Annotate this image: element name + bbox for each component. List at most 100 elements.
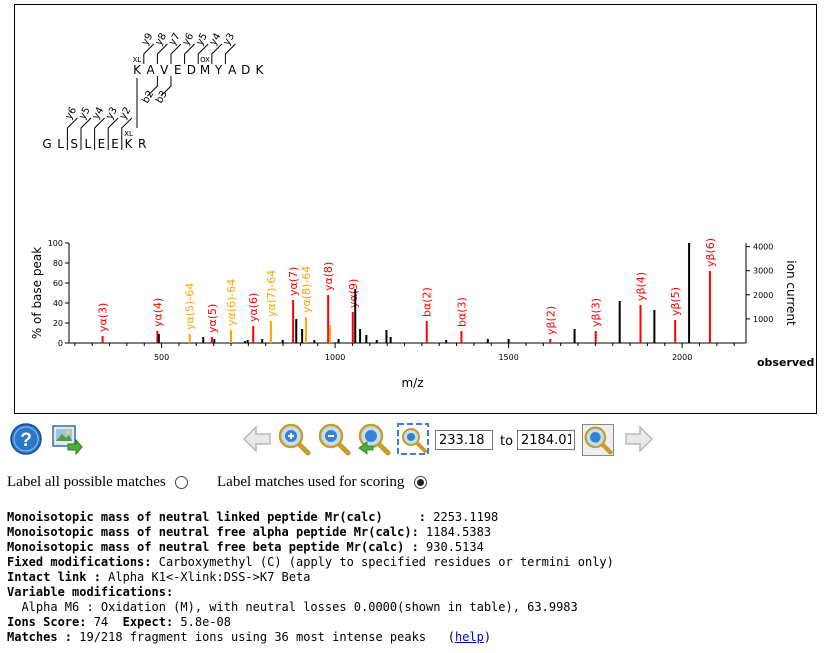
- help-button[interactable]: ?: [9, 422, 43, 456]
- export-image-button[interactable]: [50, 422, 84, 456]
- peak-label: yβ(2): [544, 306, 557, 335]
- beta-residue: E: [98, 137, 106, 151]
- matches-close: ): [483, 630, 492, 644]
- alpha-y-ion-tick: [184, 43, 195, 64]
- svg-text:?: ?: [20, 430, 32, 451]
- y-left-tick-label: 20: [53, 319, 63, 328]
- peak-label: yα(5): [206, 304, 219, 333]
- alpha-b-ion-label: b2: [140, 89, 156, 106]
- intact-link-label: Intact link :: [7, 570, 101, 584]
- zoom-in-button[interactable]: [277, 422, 311, 456]
- alpha-residue: E: [174, 63, 182, 77]
- variable-mods-value: Alpha M6 : Oxidation (M), with neutral l…: [7, 600, 578, 614]
- beta-mass-value: 930.5134: [418, 540, 484, 554]
- zoom-range-icon: [584, 426, 613, 455]
- zoom-previous-icon: [358, 423, 391, 456]
- observed-label: observed: [757, 356, 814, 369]
- zoom-in-icon: [278, 423, 311, 456]
- x-tick-label: 500: [154, 353, 169, 362]
- zoom-previous-button[interactable]: [357, 422, 391, 456]
- ions-score-label: Ions Score:: [7, 615, 87, 629]
- beta-residue: R: [138, 137, 146, 151]
- fixed-mods-value: Carboxymethyl (C) (apply to specified re…: [151, 555, 614, 569]
- y-left-tick-label: 60: [53, 279, 63, 288]
- help-icon: ?: [10, 423, 42, 455]
- alpha-y-ion-tick: [197, 43, 209, 64]
- zoom-range-button[interactable]: [582, 424, 614, 456]
- beta-y-ion-tick: [66, 117, 78, 150]
- linked-mass-label: Monoisotopic mass of neutral linked pept…: [7, 510, 427, 524]
- range-to-input[interactable]: [517, 430, 575, 450]
- peak-label: yα(3): [97, 303, 110, 332]
- beta-residue: E: [111, 137, 119, 151]
- fixed-mods-label: Fixed modifications:: [7, 555, 152, 569]
- label-all-matches-option[interactable]: Label all possible matches: [7, 474, 189, 491]
- alpha-b-ion-label: b3: [154, 89, 170, 106]
- help-link[interactable]: help: [454, 630, 484, 644]
- label-scoring-matches-option[interactable]: Label matches used for scoring: [217, 474, 428, 491]
- export-image-icon: [52, 425, 83, 456]
- beta-y-ion-label: y5: [77, 105, 93, 121]
- alpha-y-ion-label: y4: [208, 31, 224, 47]
- expect-value: 5.8e-08: [173, 615, 231, 629]
- label-all-matches-radio[interactable]: [175, 476, 189, 490]
- alpha-residue: Y: [214, 63, 223, 77]
- peak-label: bα(2): [421, 287, 434, 317]
- label-scoring-matches-radio[interactable]: [414, 476, 428, 490]
- zoom-full-icon: [397, 423, 429, 455]
- label-scoring-matches-text: Label matches used for scoring: [217, 474, 405, 490]
- peak-label: yα(8)-64: [300, 266, 313, 313]
- alpha-y-ion-tick: [211, 43, 223, 64]
- zoom-full-button[interactable]: [396, 422, 430, 456]
- beta-y-ion-label: y6: [63, 105, 79, 121]
- alpha-y-ion-tick: [156, 43, 168, 64]
- beta-y-ion-label: y2: [118, 105, 134, 121]
- y-right-tick-label: 1000: [753, 315, 773, 324]
- spectrum-panel: K A V E D M Y A D K XL OX y9 y8 y7 y6 y5 y4 y3 b2 b3 G L S L E E K R…: [14, 4, 817, 414]
- y-right-axis-label: ion current: [784, 260, 798, 326]
- peak-label: yα(8): [322, 262, 335, 291]
- peak-label: yα(9): [347, 279, 360, 308]
- peak-label: yα(4): [151, 298, 164, 327]
- pan-right-button[interactable]: [622, 422, 656, 456]
- peak-label: bα(3): [455, 297, 468, 327]
- beta-residue: K: [125, 137, 134, 151]
- beta-y-ion-tick: [80, 117, 92, 150]
- alpha-residue: D: [187, 63, 196, 77]
- alpha-xl-marker: XL: [133, 56, 142, 64]
- alpha-residue: A: [228, 63, 237, 77]
- x-tick-label: 1000: [325, 353, 345, 362]
- alpha-residue: V: [160, 63, 169, 77]
- alpha-residue: M: [200, 63, 210, 77]
- range-from-input[interactable]: [435, 430, 493, 450]
- alpha-residue: K: [133, 63, 142, 77]
- beta-y-ion-label: y3: [104, 105, 120, 121]
- peak-label: yα(7)-64: [265, 270, 278, 317]
- pan-left-button[interactable]: [240, 422, 274, 456]
- zoom-out-button[interactable]: [317, 422, 351, 456]
- beta-xl-marker: XL: [124, 130, 133, 138]
- beta-y-ion-tick: [94, 117, 105, 150]
- y-left-tick-label: 100: [48, 239, 63, 248]
- peak-label: yα(6): [247, 293, 260, 322]
- alpha-mass-value: 1184.5383: [418, 525, 492, 539]
- beta-residue: S: [70, 137, 78, 151]
- matches-value: 19/218 fragment ions using 36 most inten…: [72, 630, 455, 644]
- linked-mass-value: 2253.1198: [426, 510, 499, 524]
- beta-y-ion-tick: [107, 117, 119, 150]
- alpha-y-ion-label: y6: [181, 31, 197, 47]
- beta-y-ion-label: y4: [91, 105, 107, 121]
- y-left-tick-label: 0: [58, 339, 63, 348]
- intact-link-value: Alpha K1<-Xlink:DSS->K7 Beta: [100, 570, 311, 584]
- peak-label: yα(7): [287, 267, 300, 296]
- alpha-b-ion-tick: [147, 76, 158, 97]
- peak-label: yα(6)-64: [225, 279, 238, 326]
- alpha-ox-marker: OX: [200, 56, 210, 64]
- alpha-residue: D: [241, 63, 250, 77]
- range-to-label: to: [500, 434, 514, 449]
- result-summary: Monoisotopic mass of neutral linked pept…: [7, 510, 614, 645]
- ions-score-value: 74: [86, 615, 123, 629]
- alpha-y-ion-label: y5: [194, 31, 210, 47]
- alpha-y-ion-tick: [143, 43, 155, 64]
